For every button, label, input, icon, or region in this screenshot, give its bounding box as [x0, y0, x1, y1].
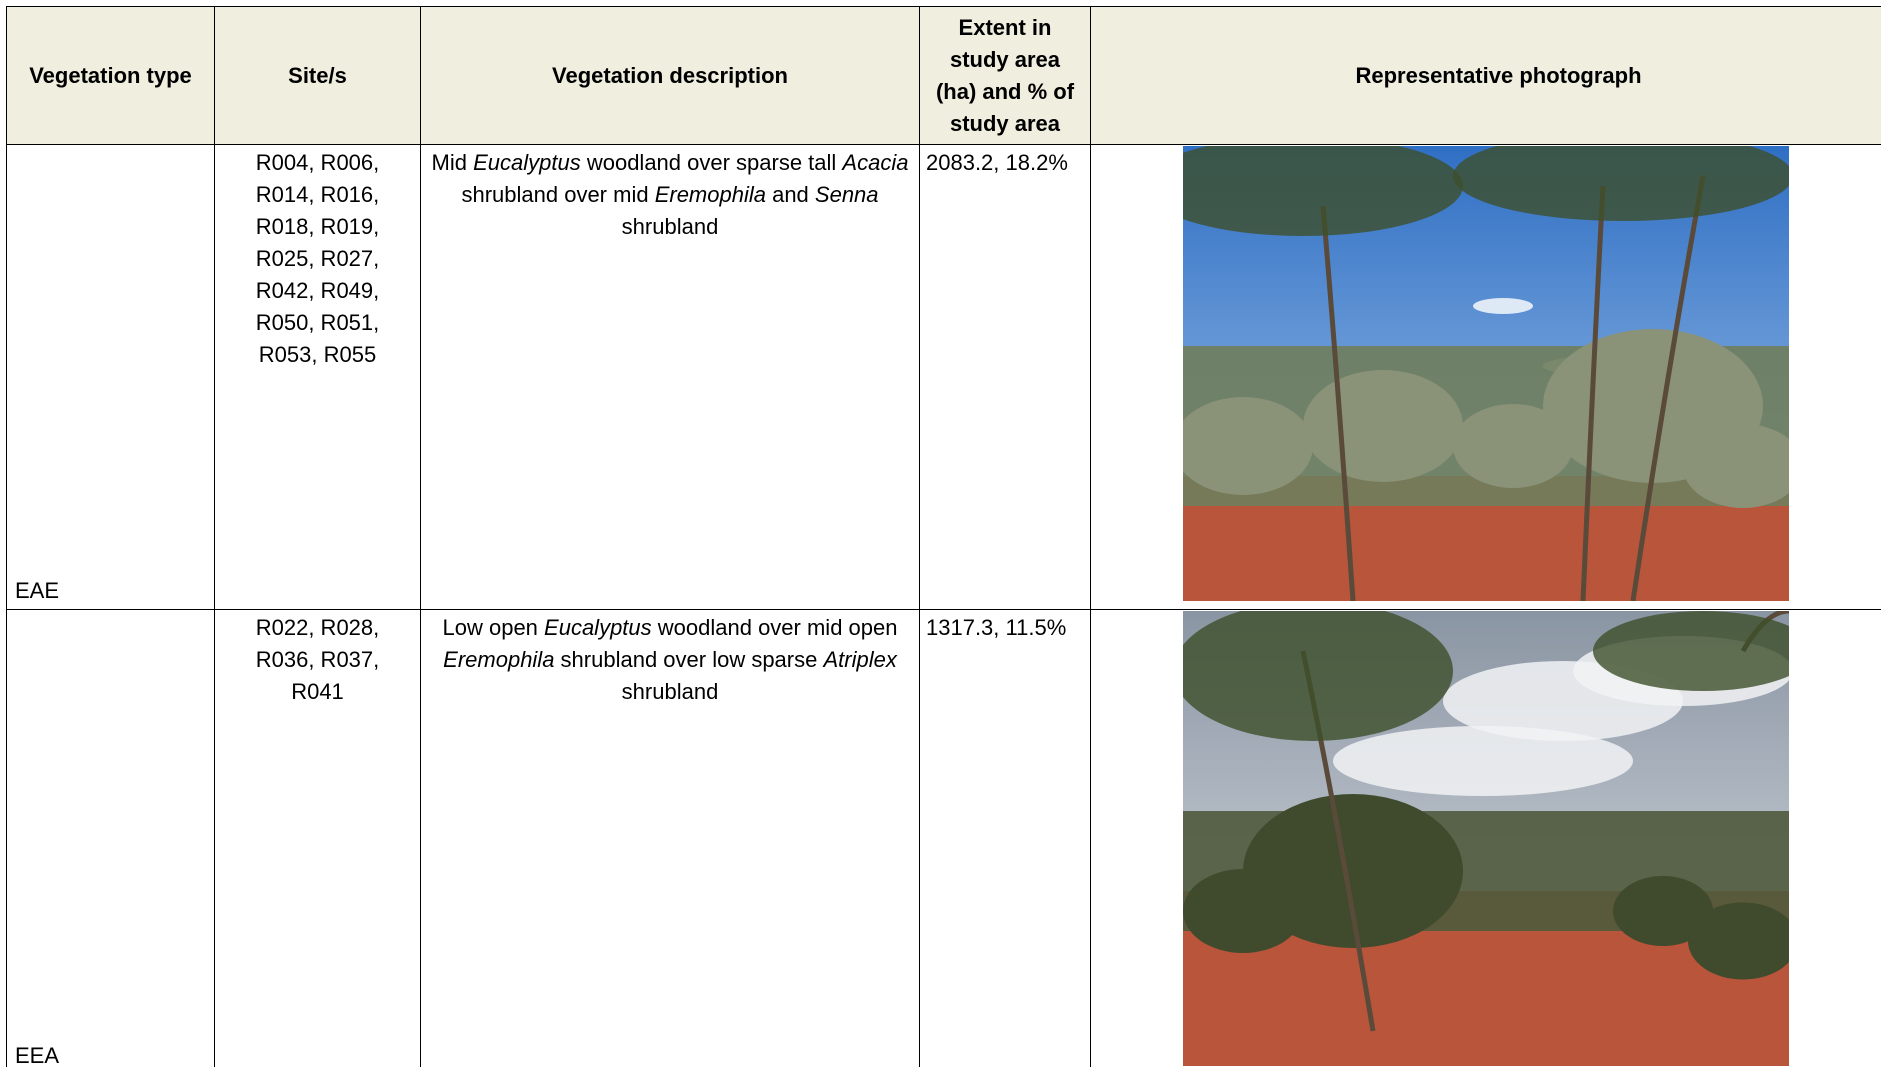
vegetation-type: EAE	[6, 144, 215, 610]
bush	[1683, 424, 1789, 508]
header-row: Vegetation type Site/s Vegetation descri…	[6, 6, 1881, 145]
description: Mid Eucalyptus woodland over sparse tall…	[420, 144, 920, 610]
branch	[1630, 175, 1706, 601]
description-part: shrubland	[621, 214, 719, 239]
header-cell: Vegetation type	[6, 6, 215, 145]
header-cell: Vegetation description	[420, 6, 920, 145]
extent: 1317.3, 11.5%	[919, 609, 1091, 1067]
description-part: shrubland over mid	[461, 182, 655, 207]
description-part: Eremophila	[443, 647, 555, 672]
description: Low open Eucalyptus woodland over mid op…	[420, 609, 920, 1067]
description-part: woodland over sparse tall	[580, 150, 843, 175]
header-cell: Site/s	[214, 6, 421, 145]
photo-cell	[1090, 609, 1881, 1067]
vegetation-type: EEA	[6, 609, 215, 1067]
table-row: EAE R004, R006, R014, R016, R018, R019, R…	[6, 144, 1881, 610]
table-row: EEA R022, R028, R036, R037, R041 Low open …	[6, 609, 1881, 1067]
header-cell: Representative photograph	[1090, 6, 1881, 145]
description-part: woodland over mid open	[651, 615, 898, 640]
description-part: Mid	[431, 150, 474, 175]
branch	[1320, 205, 1356, 601]
description-part: Atriplex	[823, 647, 897, 672]
description-part: Eremophila	[654, 182, 766, 207]
cloud	[1333, 726, 1633, 796]
description-part: Senna	[814, 182, 879, 207]
description-part: Acacia	[842, 150, 909, 175]
bush	[1183, 397, 1313, 495]
bush	[1303, 370, 1463, 482]
canopy	[1183, 611, 1453, 741]
cloud	[1473, 298, 1533, 314]
description-part: and	[765, 182, 815, 207]
table-body: EAE R004, R006, R014, R016, R018, R019, R…	[6, 144, 1881, 1067]
bush	[1613, 876, 1713, 946]
extent: 2083.2, 18.2%	[919, 144, 1091, 610]
bush	[1453, 404, 1573, 488]
description-part: shrubland	[621, 679, 719, 704]
photograph	[1183, 611, 1789, 1066]
sites: R022, R028, R036, R037, R041	[214, 609, 421, 1067]
bush	[1688, 902, 1789, 980]
description-part: Eucalyptus	[544, 615, 652, 640]
photo-cell	[1090, 144, 1881, 610]
canopy	[1453, 146, 1789, 221]
canopy	[1593, 611, 1789, 691]
canopy	[1183, 146, 1463, 236]
description-part: Low open	[442, 615, 545, 640]
description-part: shrubland over low sparse	[554, 647, 824, 672]
vegetation-table: Vegetation type Site/s Vegetation descri…	[6, 6, 1881, 1067]
photograph	[1183, 146, 1789, 601]
header-cell: Extent in study area (ha) and % of study…	[919, 6, 1091, 145]
branch	[1580, 185, 1606, 601]
description-part: Eucalyptus	[473, 150, 581, 175]
sites: R004, R006, R014, R016, R018, R019, R025…	[214, 144, 421, 610]
bush	[1183, 869, 1303, 953]
